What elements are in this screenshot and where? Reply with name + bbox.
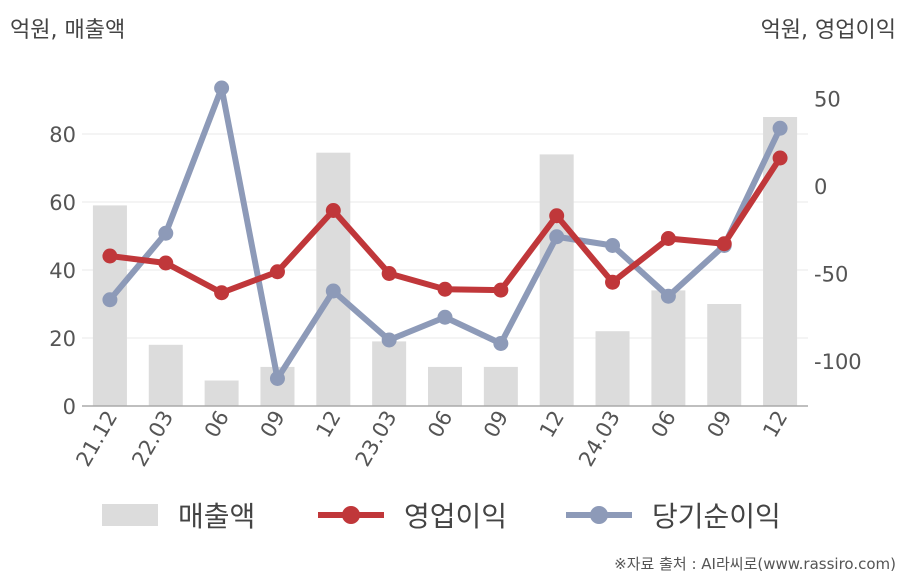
left-tick-label: 80: [49, 123, 76, 147]
point-net-income: [381, 332, 397, 348]
x-tick-label: 24.03: [574, 407, 625, 471]
bar-sales: [316, 152, 351, 406]
bar-sales: [372, 341, 407, 406]
x-tick-label: 09: [702, 407, 736, 442]
left-tick-label: 0: [63, 395, 76, 419]
bar-sales: [204, 380, 239, 406]
point-operating-profit: [605, 274, 621, 290]
point-operating-profit: [381, 266, 397, 281]
bar-sales: [707, 304, 742, 406]
point-net-income: [493, 336, 509, 351]
x-tick-label: 09: [479, 407, 513, 442]
point-operating-profit: [325, 203, 341, 218]
point-operating-profit: [158, 255, 174, 271]
x-tick-label: 06: [200, 407, 234, 442]
legend-label-net-income: 당기순이익: [652, 500, 781, 533]
line-operating-profit: [106, 155, 784, 296]
point-net-income: [158, 225, 174, 241]
x-tick-label: 06: [647, 407, 681, 442]
x-tick-label: 09: [256, 407, 290, 442]
point-operating-profit: [102, 248, 118, 264]
bar-sales: [595, 331, 630, 406]
point-operating-profit: [549, 208, 565, 224]
legend-swatch-sales: [102, 504, 158, 526]
point-net-income: [549, 229, 565, 245]
bar-sales: [483, 366, 518, 406]
legend-swatch-net-income: [566, 502, 632, 528]
legend-label-sales: 매출액: [178, 500, 256, 533]
x-tick-label: 22.03: [127, 407, 178, 471]
point-net-income: [660, 288, 676, 304]
point-net-income: [437, 309, 453, 325]
legend: 매출액 영업이익 당기순이익: [0, 493, 908, 537]
bar-sales: [148, 344, 183, 406]
legend-label-operating-profit: 영업이익: [404, 500, 508, 533]
point-operating-profit: [437, 281, 453, 297]
point-net-income: [269, 371, 285, 386]
x-tick-label: 06: [423, 407, 457, 442]
legend-item-sales: 매출액: [102, 493, 255, 537]
left-tick-label: 40: [49, 259, 76, 283]
point-operating-profit: [772, 150, 788, 166]
x-tick-label: 23.03: [351, 407, 402, 471]
point-operating-profit: [214, 285, 230, 301]
x-tick-label: 21.12: [71, 407, 122, 471]
point-net-income: [102, 292, 118, 308]
bar-sales: [428, 366, 462, 406]
point-operating-profit: [493, 282, 509, 298]
right-tick-label: -100: [814, 350, 862, 374]
right-axis-unit: 억원, 영업이익: [760, 18, 896, 43]
point-net-income: [214, 80, 230, 96]
point-net-income: [325, 283, 341, 299]
point-operating-profit: [660, 231, 676, 246]
legend-swatch-operating-profit: [318, 502, 384, 528]
x-tick-label: 12: [311, 407, 345, 442]
bar-sales: [539, 154, 574, 406]
right-tick-label: -50: [814, 263, 848, 287]
x-tick-label: 12: [758, 407, 792, 442]
right-tick-label: 0: [814, 175, 827, 199]
point-net-income: [772, 120, 788, 136]
point-operating-profit: [716, 236, 732, 252]
left-tick-label: 60: [49, 191, 76, 215]
left-axis-unit: 억원, 매출액: [10, 18, 126, 43]
point-net-income: [605, 238, 621, 253]
legend-item-net-income: 당기순이익: [566, 493, 781, 537]
left-tick-label: 20: [49, 327, 76, 351]
right-tick-label: 50: [814, 88, 841, 112]
legend-item-operating-profit: 영업이익: [318, 493, 507, 537]
source-credit: ※자료 출처 : AI라씨로(www.rassiro.com): [614, 555, 896, 573]
point-operating-profit: [269, 264, 285, 280]
bar-sales: [651, 290, 686, 406]
x-tick-label: 12: [535, 407, 569, 442]
